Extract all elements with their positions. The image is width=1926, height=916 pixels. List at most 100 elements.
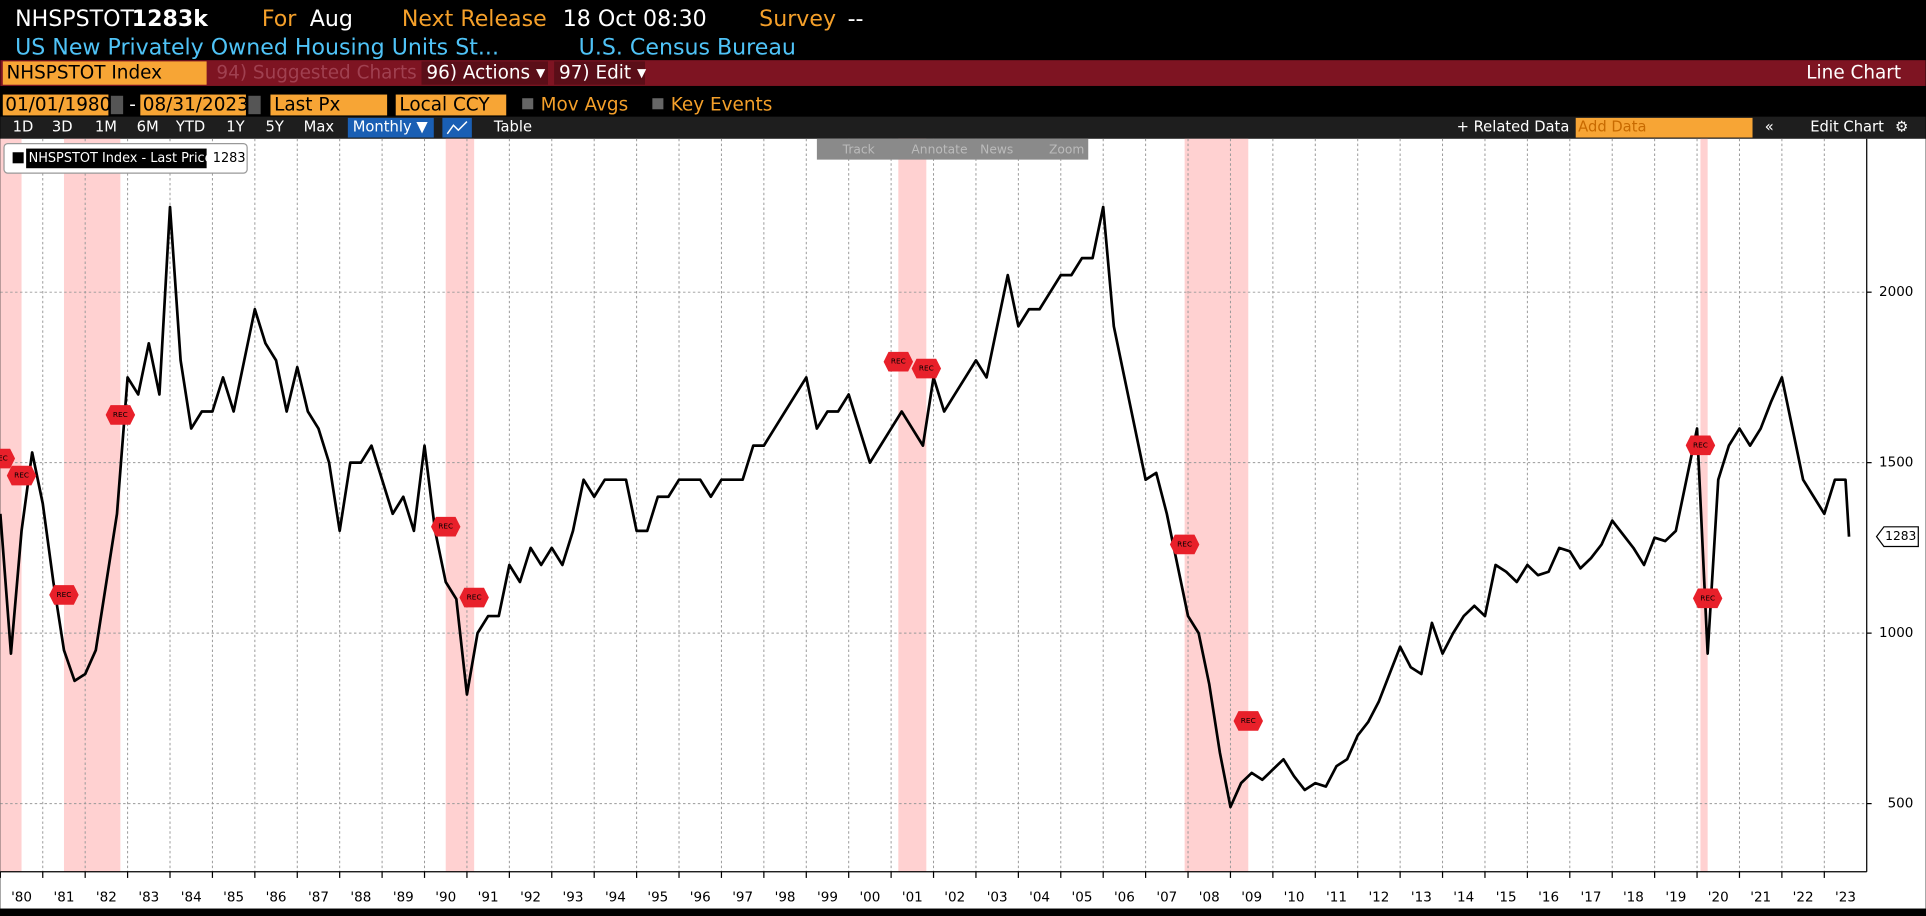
checkbox[interactable] (522, 98, 534, 110)
x-tick-label: '06 (1114, 890, 1135, 906)
x-tick-label: '93 (563, 890, 584, 906)
event-label: REC (113, 410, 128, 419)
event-flag[interactable] (1692, 588, 1723, 609)
end-date-box[interactable] (140, 94, 246, 116)
range-button[interactable]: 1D (13, 119, 34, 136)
x-tick-label: '07 (1156, 890, 1177, 906)
event-flag[interactable] (0, 448, 16, 469)
x-tick-label: '17 (1581, 890, 1602, 906)
mov-avgs[interactable]: Mov Avgs (541, 95, 629, 116)
range-button[interactable]: 5Y (266, 119, 285, 136)
x-tick-label: '09 (1241, 890, 1262, 906)
event-flag[interactable] (883, 351, 914, 372)
x-tick-label: '87 (308, 890, 329, 906)
actions-button[interactable] (421, 61, 548, 85)
event-flag[interactable] (1233, 711, 1264, 731)
for-value: Aug (310, 6, 353, 32)
currency-box[interactable] (395, 94, 507, 116)
checkbox[interactable] (652, 98, 664, 110)
settings[interactable]: ⚙ (1895, 119, 1908, 136)
field-box[interactable] (270, 94, 388, 116)
event-flag[interactable] (105, 405, 136, 425)
recession-band (445, 138, 475, 872)
x-tick-label: '90 (435, 890, 456, 906)
field[interactable]: Last Px (274, 95, 340, 116)
range-button[interactable]: 1Y (226, 119, 245, 136)
event-flag[interactable] (1169, 534, 1200, 555)
currency[interactable]: Local CCY (399, 95, 490, 116)
add-data[interactable]: Add Data (1578, 119, 1646, 136)
event-flag[interactable] (911, 358, 942, 379)
suggested-charts[interactable]: 94) Suggested Charts (216, 63, 416, 84)
survey-value: -- (848, 6, 864, 32)
x-tick-label: '19 (1665, 890, 1686, 906)
end-date[interactable]: 08/31/2023 (143, 95, 249, 116)
legend-label-bg (26, 148, 207, 169)
x-tick-label: '02 (944, 890, 965, 906)
chart-tool[interactable]: Track (842, 142, 876, 156)
x-tick-label: '83 (138, 890, 159, 906)
range-button[interactable]: YTD (175, 119, 205, 136)
calendar-icon[interactable] (110, 95, 124, 115)
event-flag[interactable] (430, 516, 461, 537)
last-price-tag (1875, 526, 1919, 548)
add-data-box[interactable] (1575, 117, 1753, 138)
chart-tool[interactable]: Zoom (1049, 142, 1084, 156)
source: U.S. Census Bureau (579, 34, 796, 60)
x-tick-label: '18 (1623, 890, 1644, 906)
start-date-box[interactable] (2, 94, 109, 116)
x-tick-label: '00 (859, 890, 880, 906)
related-data[interactable]: + Related Data (1457, 119, 1570, 136)
edit-button[interactable] (554, 61, 645, 85)
ticker: NHSPSTOT (15, 6, 134, 32)
date-separator: - (129, 95, 136, 116)
x-tick-label: '99 (817, 890, 838, 906)
release-label: Next Release (402, 6, 547, 32)
toolbar (0, 116, 1926, 139)
x-tick-label: '97 (732, 890, 753, 906)
event-label: REC (1700, 593, 1715, 602)
chart-icon[interactable] (442, 117, 472, 138)
edit[interactable]: 97) Edit ▾ (559, 63, 647, 84)
command-bar (0, 60, 1926, 86)
event-label: REC (1177, 539, 1192, 548)
recession-band (898, 138, 927, 872)
period[interactable]: Monthly ▼ (353, 119, 429, 136)
event-flag[interactable] (1685, 435, 1716, 456)
last-price-label: 1283 (1885, 529, 1916, 543)
range-button[interactable]: 1M (95, 119, 117, 136)
calendar-icon[interactable] (248, 95, 261, 115)
x-tick-label: '89 (393, 890, 414, 906)
recession-band (0, 138, 22, 872)
event-flag[interactable] (459, 587, 489, 608)
range-button[interactable]: Max (304, 119, 335, 136)
period-box[interactable] (347, 117, 434, 138)
x-tick-label: '12 (1368, 890, 1389, 906)
collapse[interactable]: « (1765, 119, 1774, 136)
event-label: REC (438, 522, 453, 531)
x-tick-label: '98 (775, 890, 796, 906)
event-flag[interactable] (49, 585, 79, 605)
event-flag[interactable] (6, 465, 37, 486)
range-button[interactable]: 3D (52, 119, 73, 136)
event-label: REC (919, 364, 934, 373)
function-name: Line Chart (1806, 63, 1901, 84)
x-tick-label: '23 (1835, 890, 1856, 906)
x-tick-label: '95 (647, 890, 668, 906)
edit-chart[interactable]: Edit Chart (1810, 119, 1884, 136)
key-events[interactable]: Key Events (671, 95, 773, 116)
start-date[interactable]: 01/01/1980 (5, 95, 111, 116)
last-value: 1283k (132, 6, 209, 32)
x-tick-label: '84 (181, 890, 202, 906)
actions[interactable]: 96) Actions ▾ (426, 63, 546, 84)
table[interactable]: Table (493, 119, 532, 136)
x-tick-label: '10 (1284, 890, 1305, 906)
x-tick-label: '85 (223, 890, 244, 906)
range-button[interactable]: 6M (137, 119, 159, 136)
chart-tool[interactable]: News (980, 142, 1013, 156)
x-tick-label: '11 (1326, 890, 1347, 906)
security-input[interactable] (2, 61, 207, 85)
chart-tool[interactable]: Annotate (911, 142, 967, 156)
event-label: REC (891, 357, 906, 366)
security[interactable]: NHSPSTOT Index (6, 63, 162, 84)
